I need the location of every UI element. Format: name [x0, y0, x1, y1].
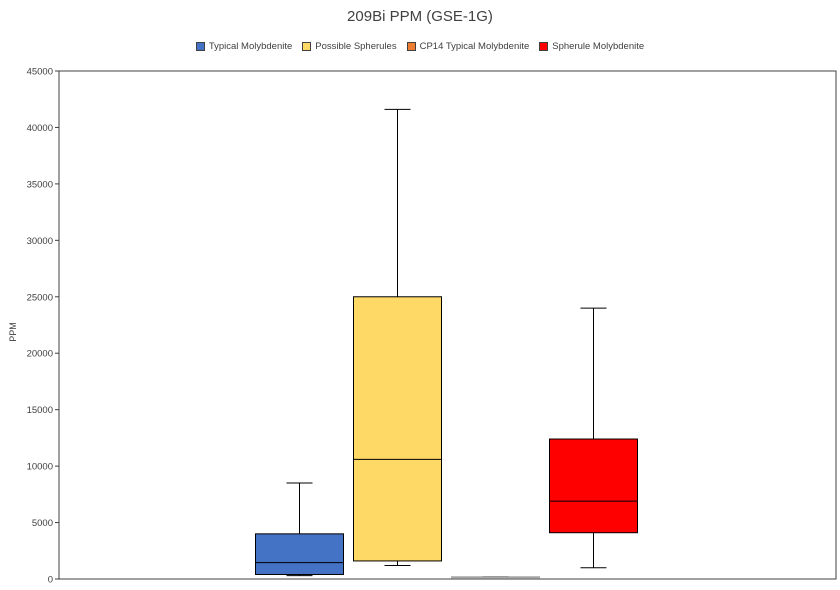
legend-label-2: CP14 Typical Molybdenite	[419, 41, 530, 52]
legend: Typical Molybdenite Possible Spherules C…	[0, 41, 840, 52]
box-1	[353, 296, 442, 562]
legend-label-1: Possible Spherules	[315, 41, 397, 52]
y-tick-label-7: 35000	[27, 179, 53, 190]
y-tick-label-4: 20000	[27, 349, 53, 360]
plot-frame	[58, 70, 837, 580]
chart-title: 209Bi PPM (GSE-1G)	[347, 8, 493, 25]
legend-item-2: CP14 Typical Molybdenite	[406, 41, 530, 52]
y-tick-label-0: 0	[48, 575, 53, 586]
y-tick-label-5: 25000	[27, 292, 53, 303]
box-0	[255, 533, 344, 575]
legend-swatch-0	[195, 42, 205, 51]
box-3	[549, 438, 638, 534]
legend-item-1: Possible Spherules	[302, 41, 397, 52]
legend-item-0: Typical Molybdenite	[195, 41, 293, 52]
legend-swatch-3	[539, 42, 549, 51]
legend-item-3: Spherule Molybdenite	[539, 41, 644, 52]
box-2	[451, 576, 540, 579]
y-tick-label-6: 30000	[27, 236, 53, 247]
y-tick-label-1: 5000	[32, 518, 53, 529]
y-tick-label-9: 45000	[27, 67, 53, 78]
y-tick-label-2: 10000	[27, 462, 53, 473]
legend-label-0: Typical Molybdenite	[208, 41, 293, 52]
y-tick-label-3: 15000	[27, 405, 53, 416]
legend-swatch-2	[406, 42, 416, 51]
legend-label-3: Spherule Molybdenite	[552, 41, 645, 52]
y-tick-label-8: 40000	[27, 123, 53, 134]
legend-swatch-1	[302, 42, 312, 51]
